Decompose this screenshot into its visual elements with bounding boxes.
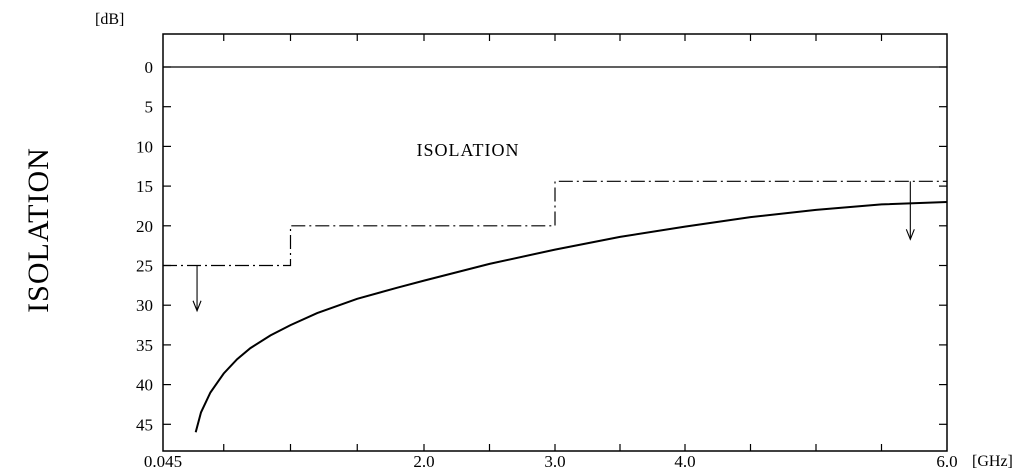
spec-arrow-head <box>192 300 202 313</box>
y-tick-label: 10 <box>136 137 153 156</box>
x-tick-label: 4.0 <box>674 452 695 470</box>
y-tick-label: 20 <box>136 217 153 236</box>
y-tick-label: 30 <box>136 296 153 315</box>
y-tick-label: 25 <box>136 257 153 276</box>
y-unit-label: [dB] <box>95 11 124 28</box>
x-tick-label: 0.045 <box>144 452 182 470</box>
spec-arrow-head <box>905 229 915 241</box>
y-axis-title: ISOLATION <box>22 147 55 313</box>
x-unit-label: [GHz] <box>972 453 1013 470</box>
x-tick-label: 6.0 <box>936 452 957 470</box>
isolation-curve <box>194 201 948 433</box>
y-tick-label: 45 <box>136 415 153 434</box>
y-tick-label: 35 <box>136 336 153 355</box>
y-tick-label: 5 <box>145 98 154 117</box>
y-tick-label: 0 <box>145 58 154 77</box>
x-tick-label: 2.0 <box>413 452 434 470</box>
x-tick-label: 3.0 <box>544 452 565 470</box>
y-tick-label: 40 <box>136 376 153 395</box>
y-tick-label: 15 <box>136 177 153 196</box>
plot-frame <box>162 33 948 452</box>
spec-limit-line <box>163 180 947 267</box>
isolation-annotation: ISOLATION <box>417 140 520 160</box>
